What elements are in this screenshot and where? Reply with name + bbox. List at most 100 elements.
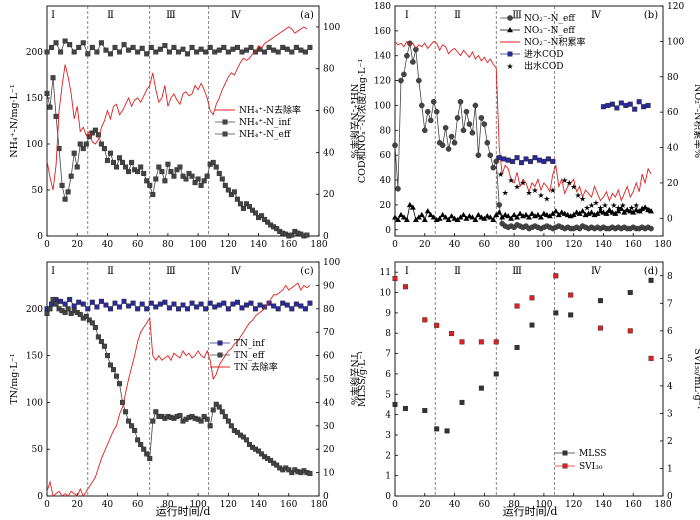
data-point (484, 139, 491, 146)
data-point (77, 141, 83, 147)
data-point (165, 161, 171, 167)
data-point (156, 164, 162, 170)
y-tick-label: 150 (26, 352, 43, 362)
data-point (493, 371, 499, 377)
data-point (144, 306, 150, 312)
data-point (180, 173, 186, 179)
data-point (83, 141, 89, 147)
data-point (58, 298, 64, 304)
data-point (627, 328, 633, 334)
legend-label: NO₂⁻-N积累率 (524, 36, 586, 48)
data-point (219, 409, 225, 415)
data-point (222, 413, 228, 419)
data-point (424, 208, 431, 214)
data-point (98, 339, 104, 345)
data-point (129, 423, 135, 429)
x-tick-label: 140 (595, 500, 612, 510)
data-point (166, 49, 172, 55)
phase-label: Ⅰ (51, 10, 55, 21)
data-point (275, 306, 281, 312)
data-point (421, 216, 428, 223)
y2-tick-label: 6 (667, 327, 673, 337)
x-tick-label: 120 (220, 240, 237, 250)
data-point (132, 427, 138, 433)
data-point (246, 442, 252, 448)
data-point (266, 44, 272, 50)
data-point (221, 44, 227, 50)
data-point (307, 471, 313, 477)
data-point (394, 216, 401, 223)
y2-tick-label: 70 (323, 328, 335, 338)
panel-label: (b) (644, 10, 658, 21)
data-point (271, 47, 277, 53)
y-tick-label: 150 (26, 94, 43, 104)
data-point (514, 155, 520, 161)
data-point (648, 355, 654, 361)
data-point (153, 176, 159, 182)
data-point (98, 298, 104, 304)
data-point (67, 296, 73, 302)
data-point (262, 49, 268, 55)
data-point (234, 44, 240, 50)
data-point (50, 75, 56, 81)
x-tick-label: 0 (392, 240, 398, 250)
data-point (550, 158, 556, 164)
data-point (47, 306, 53, 312)
data-point: ★ (537, 191, 544, 200)
legend-label: MLSS (579, 449, 606, 459)
data-point (234, 196, 240, 202)
y-tick-label: 50 (32, 445, 44, 455)
data-point (171, 301, 177, 307)
x-tick-label: 40 (449, 240, 461, 250)
data-point (449, 331, 455, 337)
x-tick-label: 80 (508, 240, 520, 250)
data-point (514, 303, 520, 309)
data-point (448, 213, 455, 219)
data-point (415, 214, 422, 220)
data-point (481, 121, 488, 127)
data-point (65, 189, 71, 195)
data-point (114, 373, 120, 379)
data-point (126, 169, 132, 175)
data-point: ★ (531, 186, 538, 195)
data-point (86, 317, 92, 323)
data-point (594, 210, 601, 216)
data-point (185, 51, 191, 57)
legend-swatch-marker (222, 131, 228, 137)
y-axis-title: TN/mg·L⁻¹ (9, 353, 20, 404)
data-point (460, 127, 467, 134)
data-point (636, 99, 642, 105)
data-point (304, 232, 310, 238)
x-tick-label: 20 (419, 240, 431, 250)
data-point (623, 102, 629, 108)
y-tick-label: 180 (374, 2, 391, 12)
data-point (284, 46, 290, 52)
data-point (286, 467, 292, 473)
data-point (65, 306, 71, 312)
data-point (442, 214, 449, 220)
data-point (204, 173, 210, 179)
data-point (615, 208, 622, 214)
data-point (198, 418, 204, 424)
y2-tick-label: 0 (667, 492, 673, 502)
legend-swatch (210, 340, 230, 346)
data-point (427, 211, 434, 218)
data-point: ★ (646, 206, 653, 215)
data-point (280, 44, 286, 50)
data-point (201, 413, 207, 419)
x-tick-label: 140 (250, 240, 267, 250)
data-point (89, 299, 95, 305)
panel-label: (c) (300, 266, 314, 277)
legend-swatch: ★ (506, 62, 513, 71)
data-point (505, 157, 511, 163)
data-point (53, 40, 59, 46)
data-point (234, 299, 240, 305)
y-axis-title: MLSS/g·L⁻¹ (357, 351, 368, 408)
data-point (436, 215, 443, 221)
data-point: ★ (525, 188, 532, 197)
data-point (289, 470, 295, 476)
data-point (44, 90, 50, 96)
y2-tick-label: 60 (323, 352, 335, 362)
data-point (410, 59, 416, 65)
data-point (162, 43, 168, 49)
